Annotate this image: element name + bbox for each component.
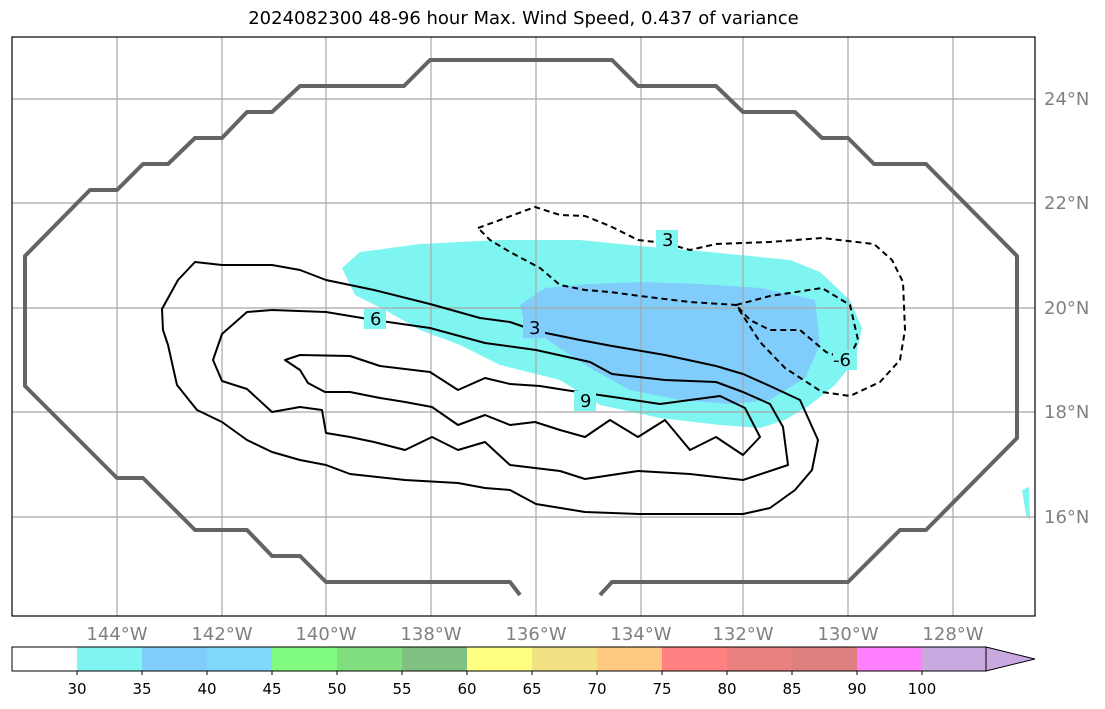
colorbar-swatch: [12, 647, 77, 671]
domain-boundary: [23, 58, 1019, 597]
colorbar-tick-label: 45: [262, 680, 281, 698]
colorbar-tick-label: 65: [522, 680, 541, 698]
colorbar-swatch: [142, 647, 207, 671]
colorbar-swatches: [12, 647, 986, 671]
lon-label: 138°W: [400, 624, 461, 645]
lon-tick-labels: 144°W 142°W 140°W 138°W 136°W 134°W 132°…: [86, 624, 983, 645]
contour-label-bg: [574, 391, 596, 411]
contour-label-bg: [656, 230, 678, 250]
lon-label: 140°W: [295, 624, 356, 645]
contour-negative-6: [735, 287, 859, 361]
colorbar-tick-label: 35: [132, 680, 151, 698]
colorbar-tick-label: 40: [197, 680, 216, 698]
contour-label-3: 3: [529, 318, 540, 339]
colorbar-tick-label: 70: [587, 680, 606, 698]
colorbar-tick-label: 90: [847, 680, 866, 698]
contour-3: [161, 261, 819, 515]
colorbar-swatch: [77, 647, 142, 671]
wind-fill-35-40: [520, 282, 820, 404]
colorbar-tick-label: 50: [327, 680, 346, 698]
lat-label: 16°N: [1044, 507, 1089, 528]
contour-lines: [161, 261, 819, 515]
contour-6: [212, 309, 789, 481]
map-title: 2024082300 48-96 hour Max. Wind Speed, 0…: [248, 8, 799, 29]
colorbar-tick-label: 55: [392, 680, 411, 698]
colorbar-swatch: [727, 647, 792, 671]
colorbar-swatch: [402, 647, 467, 671]
lat-label: 20°N: [1044, 298, 1089, 319]
contour-label-9: 9: [580, 391, 591, 412]
lon-label: 142°W: [191, 624, 252, 645]
lat-label: 22°N: [1044, 193, 1089, 214]
contour-label-bg: [364, 309, 386, 329]
lon-label: 128°W: [922, 624, 983, 645]
colorbar-swatch: [597, 647, 662, 671]
lon-label: 136°W: [505, 624, 566, 645]
colorbar: 30 35 40 45 50 55 60 65 70 75 80 85 90 100: [11, 646, 1036, 698]
colorbar-tick-label: 100: [908, 680, 937, 698]
contour-label-dashed-6: -6: [833, 350, 851, 371]
colorbar-extend-arrow: [985, 646, 1036, 672]
colorbar-frame: [11, 646, 987, 672]
contour-negative-3: [477, 206, 906, 397]
wind-fill-layer: [342, 240, 1030, 520]
dashed-contours: [477, 206, 906, 397]
wind-fill-spot: [1022, 487, 1030, 520]
contour-label-dashed-3: 3: [662, 230, 673, 251]
colorbar-tick-label: 85: [782, 680, 801, 698]
contour-9: [284, 354, 761, 456]
colorbar-swatch: [662, 647, 727, 671]
colorbar-swatch: [792, 647, 857, 671]
colorbar-swatch: [207, 647, 272, 671]
colorbar-swatch: [467, 647, 532, 671]
lon-label: 130°W: [817, 624, 878, 645]
map-frame: [11, 36, 1036, 617]
colorbar-tick-label: 75: [652, 680, 671, 698]
colorbar-tick-label: 60: [457, 680, 476, 698]
contour-label-bg: [833, 350, 857, 370]
colorbar-swatch: [272, 647, 337, 671]
lon-label: 132°W: [712, 624, 773, 645]
colorbar-swatch: [532, 647, 597, 671]
contour-label-6: 6: [370, 309, 381, 330]
lon-label: 134°W: [610, 624, 671, 645]
colorbar-swatch: [337, 647, 402, 671]
colorbar-swatch: [857, 647, 922, 671]
contour-label-bg: [523, 318, 545, 338]
lat-label: 18°N: [1044, 402, 1089, 423]
colorbar-ticks: 30 35 40 45 50 55 60 65 70 75 80 85 90 100: [67, 671, 936, 698]
lat-label: 24°N: [1044, 89, 1089, 110]
colorbar-tick-label: 80: [717, 680, 736, 698]
colorbar-tick-label: 30: [67, 680, 86, 698]
colorbar-swatch: [922, 647, 986, 671]
contour-label-layer: 3 6 3 9 -6: [364, 230, 857, 412]
lon-label: 144°W: [86, 624, 147, 645]
lat-tick-labels: 24°N 22°N 20°N 18°N 16°N: [1044, 89, 1089, 528]
